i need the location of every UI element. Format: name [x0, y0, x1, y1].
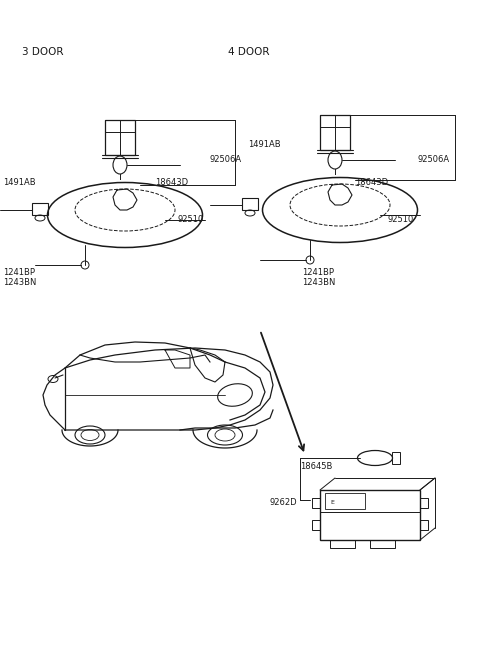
Bar	[105, 120, 135, 155]
Bar	[312, 498, 320, 508]
Text: 1491AB: 1491AB	[3, 178, 36, 187]
Text: 92510: 92510	[178, 215, 204, 224]
Bar	[32, 203, 48, 215]
Bar	[370, 540, 395, 548]
Text: 92510: 92510	[388, 215, 414, 224]
Text: 92506A: 92506A	[210, 155, 242, 164]
Text: 18645B: 18645B	[300, 462, 332, 471]
Text: 1241BP: 1241BP	[302, 268, 334, 277]
Bar	[325, 493, 365, 509]
Text: 1243BN: 1243BN	[302, 278, 336, 287]
Bar	[392, 452, 400, 464]
Text: 1241BP: 1241BP	[3, 268, 35, 277]
Bar	[330, 540, 355, 548]
Bar	[420, 520, 428, 530]
Bar	[312, 520, 320, 530]
Text: 9262D: 9262D	[270, 498, 298, 507]
Text: 3 DOOR: 3 DOOR	[22, 47, 63, 57]
Text: 1243BN: 1243BN	[3, 278, 36, 287]
Bar	[420, 498, 428, 508]
Text: 18643D: 18643D	[355, 178, 388, 187]
Bar	[320, 490, 420, 540]
Text: 18643D: 18643D	[155, 178, 188, 187]
Bar	[320, 115, 350, 150]
Text: 92506A: 92506A	[418, 155, 450, 164]
Text: 1491AB: 1491AB	[248, 140, 281, 149]
Bar	[242, 198, 258, 210]
Text: E: E	[330, 499, 334, 505]
Text: 4 DOOR: 4 DOOR	[228, 47, 269, 57]
